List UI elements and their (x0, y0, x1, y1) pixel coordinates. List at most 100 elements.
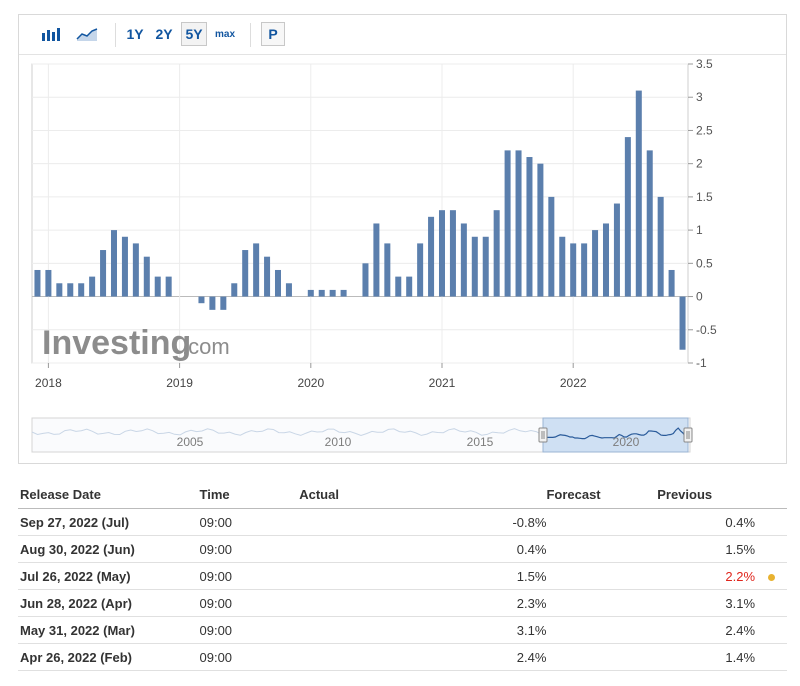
chart-bar[interactable] (285, 283, 292, 297)
release-date-cell: Aug 30, 2022 (Jun) (18, 535, 200, 563)
chart-bar[interactable] (231, 283, 238, 297)
chart-bar[interactable] (373, 223, 380, 297)
chart-bar[interactable] (624, 137, 631, 297)
navigator-handle[interactable] (683, 427, 693, 443)
revision-dot-icon[interactable] (767, 573, 775, 581)
bar-series (34, 90, 686, 350)
chart-bar[interactable] (417, 243, 424, 297)
actual-cell: 2.4% (299, 643, 547, 671)
chart-bar[interactable] (493, 210, 500, 297)
chart-bar[interactable] (318, 289, 325, 297)
range-1y-button[interactable]: 1Y (126, 26, 144, 42)
toolbar-separator (115, 23, 116, 47)
range-2y-button[interactable]: 2Y (155, 26, 173, 42)
chart-bar[interactable] (438, 210, 445, 297)
release-table: Release Date Time Actual Forecast Previo… (18, 480, 787, 671)
chart-bar[interactable] (329, 289, 336, 297)
table-header-row: Release Date Time Actual Forecast Previo… (18, 480, 787, 509)
chart-bar[interactable] (635, 90, 642, 297)
y-tick-label: 0 (696, 290, 703, 304)
chart-bar[interactable] (78, 283, 85, 297)
chart-bar[interactable] (340, 289, 347, 297)
chart-bar[interactable] (482, 236, 489, 297)
chart-bar[interactable] (537, 163, 544, 297)
chart-bar[interactable] (449, 210, 456, 297)
y-tick-label: 3.5 (696, 57, 713, 71)
chart-bar[interactable] (209, 296, 216, 310)
actual-cell: 3.1% (299, 616, 547, 644)
header-previous[interactable]: Previous (657, 480, 756, 509)
print-button[interactable]: P (261, 22, 285, 46)
chart-bar[interactable] (679, 296, 686, 350)
release-date-cell: Sep 27, 2022 (Jul) (18, 508, 200, 536)
chart-bar[interactable] (548, 196, 555, 297)
previous-cell-revised: 2.2% (657, 562, 756, 590)
chart-bar[interactable] (165, 276, 172, 297)
chart-bar[interactable] (198, 296, 205, 304)
header-release-date[interactable]: Release Date (18, 480, 200, 509)
chart-bar[interactable] (613, 203, 620, 297)
table-row: Jul 26, 2022 (May) 09:00 1.5% 2.2% (18, 562, 787, 590)
chart-bar[interactable] (362, 263, 369, 297)
chart-bar[interactable] (395, 276, 402, 297)
bar-chart-button[interactable] (37, 22, 65, 46)
previous-cell: 3.1% (657, 589, 756, 617)
chart-bar[interactable] (110, 230, 117, 297)
chart-bar[interactable] (570, 243, 577, 297)
chart-bar[interactable] (384, 243, 391, 297)
main-chart: 3.532.521.510.50-0.5-1 2018 2019 2020 2021 2… (31, 57, 717, 453)
chart-bar[interactable] (143, 256, 150, 297)
y-tick-label: 2 (696, 157, 703, 171)
release-date-cell: Apr 26, 2022 (Feb) (18, 643, 200, 671)
navigator-handle[interactable] (538, 427, 548, 443)
chart-bar[interactable] (89, 276, 96, 297)
time-cell: 09:00 (199, 643, 300, 671)
chart-bar[interactable] (132, 243, 139, 297)
range-navigator[interactable]: 2005 2010 2015 2020 (31, 417, 693, 453)
table-row: Apr 26, 2022 (Feb) 09:00 2.4% 1.4% (18, 643, 787, 671)
chart-bar[interactable] (668, 269, 675, 297)
chart-bar[interactable] (154, 276, 161, 297)
chart-bar[interactable] (121, 236, 128, 297)
chart-bar[interactable] (100, 250, 107, 297)
chart-bar[interactable] (581, 243, 588, 297)
chart-bar[interactable] (274, 269, 281, 297)
y-axis: 3.5 3 2.5 2 1.5 1 0.5 0 -0.5 -1 (688, 57, 717, 370)
header-forecast[interactable]: Forecast (546, 480, 658, 509)
chart-bar[interactable] (220, 296, 227, 310)
range-5y-button[interactable]: 5Y (181, 22, 207, 46)
chart-bar[interactable] (657, 196, 664, 297)
chart-bar[interactable] (471, 236, 478, 297)
header-actual[interactable]: Actual (299, 480, 547, 509)
chart-bar[interactable] (428, 216, 435, 297)
chart-bar[interactable] (515, 150, 522, 297)
chart-bar[interactable] (504, 150, 511, 297)
chart-bar[interactable] (460, 223, 467, 297)
y-tick-label: 3 (696, 90, 703, 104)
chart-bar[interactable] (646, 150, 653, 297)
previous-cell: 0.4% (657, 508, 756, 536)
navigator-label: 2020 (613, 435, 640, 449)
chart-bar[interactable] (56, 283, 63, 297)
chart-bar[interactable] (253, 243, 260, 297)
chart-bar[interactable] (67, 283, 74, 297)
area-chart-icon (76, 28, 98, 41)
area-chart-button[interactable] (73, 22, 101, 46)
chart-bar[interactable] (526, 157, 533, 297)
forecast-cell (546, 562, 658, 590)
range-max-button[interactable]: max (214, 28, 235, 40)
forecast-cell (546, 589, 658, 617)
chart-bar[interactable] (264, 256, 271, 297)
chart-bar[interactable] (34, 269, 41, 297)
chart-bar[interactable] (592, 230, 599, 297)
y-tick-label: 0.5 (696, 256, 713, 270)
chart-bar[interactable] (602, 223, 609, 297)
forecast-cell (546, 616, 658, 644)
chart-bar[interactable] (242, 250, 249, 297)
chart-bar[interactable] (559, 236, 566, 297)
chart-bar[interactable] (307, 289, 314, 297)
header-time[interactable]: Time (199, 480, 300, 509)
release-date-cell: May 31, 2022 (Mar) (18, 616, 200, 644)
chart-bar[interactable] (406, 276, 413, 297)
chart-bar[interactable] (45, 269, 52, 297)
